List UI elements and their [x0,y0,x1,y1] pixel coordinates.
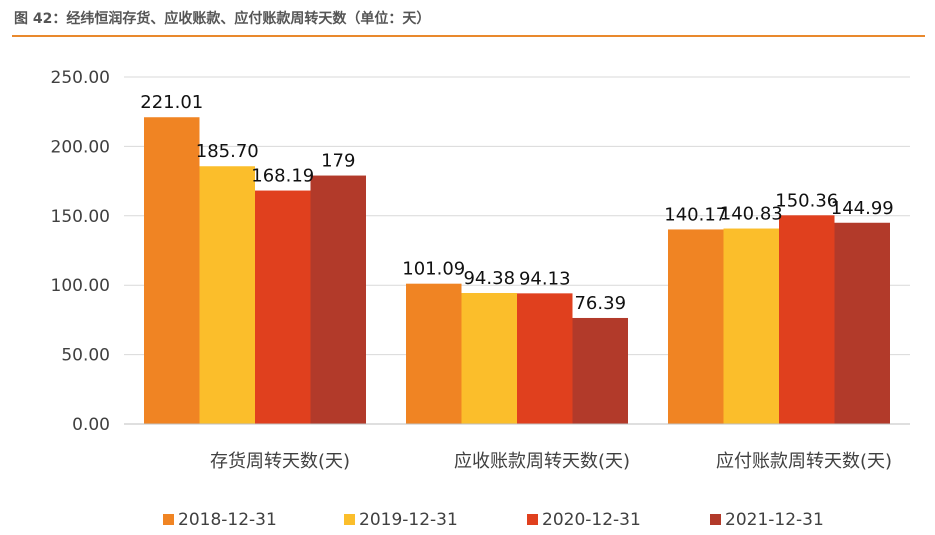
bar-2019-12-31-2 [723,228,779,424]
data-label: 179 [321,151,355,172]
title-underline [12,35,925,37]
data-label: 76.39 [574,293,626,314]
bar-2019-12-31-0 [199,166,255,424]
x-axis: 存货周转天数(天) 应收账款周转天数(天) 应付账款周转天数(天) [124,423,910,472]
legend: 2018-12-31 2019-12-31 2020-12-31 2021-12-31 [163,510,824,530]
y-tick-label: 0.00 [72,415,110,435]
legend-entry: 2018-12-31 [178,510,277,530]
data-label: 94.13 [519,268,571,289]
y-tick-label: 250.00 [51,68,110,88]
bar-2018-12-31-0 [144,117,200,424]
data-label: 150.36 [775,190,838,211]
bar-2020-12-31-0 [255,190,311,424]
figure-title: 图 42：经纬恒润存货、应收账款、应付账款周转天数（单位：天） [14,11,431,27]
data-label: 168.19 [251,166,314,187]
y-tick-label: 100.00 [51,276,110,296]
data-label: 140.17 [664,204,727,225]
legend-entry: 2021-12-31 [725,510,824,530]
bars [144,117,890,424]
y-tick-label: 200.00 [51,137,110,157]
data-label: 101.09 [402,259,465,280]
data-label: 144.99 [831,198,894,219]
bar-2021-12-31-0 [310,175,366,424]
legend-entry: 2019-12-31 [359,510,458,530]
bar-2018-12-31-1 [406,283,462,424]
data-label: 221.01 [140,92,203,113]
legend-swatch [344,514,355,525]
y-axis: 0.00 50.00 100.00 150.00 200.00 250.00 [51,68,110,435]
bar-2021-12-31-2 [834,222,890,424]
y-tick-label: 50.00 [61,346,110,366]
legend-swatch [527,514,538,525]
bar-2020-12-31-1 [517,293,573,424]
x-category-label: 应收账款周转天数(天) [454,451,630,472]
bar-2021-12-31-1 [572,317,628,424]
bar-2018-12-31-2 [668,229,724,424]
x-category-label: 存货周转天数(天) [210,451,350,472]
bar-2019-12-31-1 [461,293,517,424]
x-category-label: 应付账款周转天数(天) [716,451,892,472]
legend-swatch [710,514,721,525]
legend-entry: 2020-12-31 [542,510,641,530]
data-label: 185.70 [196,141,259,162]
bar-2020-12-31-2 [779,215,835,424]
data-label: 140.83 [720,204,783,225]
data-label: 94.38 [463,268,515,289]
legend-swatch [163,514,174,525]
y-tick-label: 150.00 [51,207,110,227]
